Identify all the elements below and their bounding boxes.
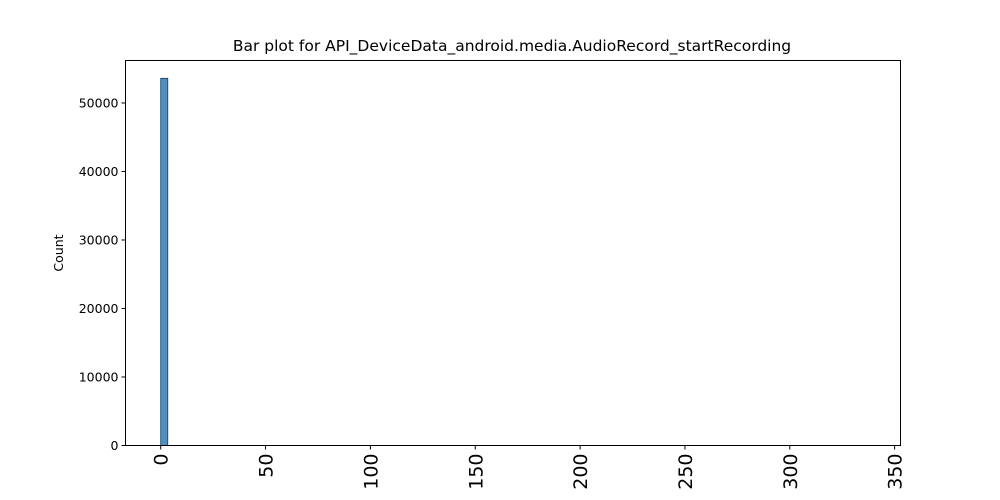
y-tick-label: 10000 <box>79 369 119 384</box>
bar-0 <box>160 77 169 446</box>
x-tick-label: 250 <box>675 454 697 490</box>
x-tick-label: 150 <box>465 453 487 489</box>
x-tick-label: 0 <box>151 454 173 466</box>
y-tick-label: 0 <box>111 438 119 453</box>
x-tick-label: 100 <box>360 454 382 490</box>
y-tick-label: 20000 <box>79 301 119 316</box>
y-axis: 0 10000 20000 30000 40000 50000 <box>79 95 126 453</box>
x-axis: 0 50 100 150 200 250 300 350 <box>151 445 907 490</box>
y-tick-label: 30000 <box>79 232 119 247</box>
x-tick-label: 50 <box>256 454 278 478</box>
y-tick-label: 40000 <box>79 164 119 179</box>
x-tick-label: 350 <box>885 454 907 490</box>
x-tick-label: 200 <box>570 454 592 490</box>
chart-title: Bar plot for API_DeviceData_android.medi… <box>233 37 791 56</box>
x-tick-label: 300 <box>780 454 802 490</box>
plot-area-frame <box>125 60 901 446</box>
y-tick-label: 50000 <box>79 95 119 110</box>
bars-group <box>160 77 169 446</box>
y-axis-label: Count <box>51 234 66 271</box>
